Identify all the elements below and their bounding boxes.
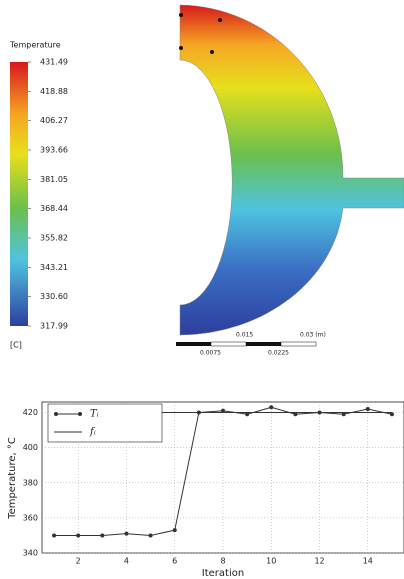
legend-marker — [54, 412, 58, 416]
y-tick-label: 380 — [23, 478, 38, 487]
x-tick-label: 6 — [172, 557, 177, 566]
colorbar-unit: [C] — [10, 341, 22, 350]
y-tick-label: 420 — [23, 408, 38, 417]
point — [221, 408, 225, 413]
legend-label: Tᵢ — [90, 409, 99, 420]
x-tick-label: 14 — [363, 557, 373, 566]
colorbar-tick-label: 368.44 — [40, 204, 68, 213]
point — [52, 533, 57, 538]
colorbar-title: Temperature — [9, 41, 61, 50]
point — [341, 412, 346, 417]
point — [100, 533, 105, 538]
colorbar-tick-label: 330.60 — [40, 292, 68, 301]
point — [124, 531, 129, 536]
colorbar-tick-label: 355.82 — [40, 234, 68, 243]
colorbar-tick-label: 393.66 — [40, 145, 68, 154]
point — [293, 412, 298, 417]
point — [245, 412, 250, 417]
scale-bar — [280, 341, 317, 347]
legend-marker — [78, 412, 82, 416]
point — [389, 412, 394, 417]
scale-bar — [210, 341, 247, 347]
point — [269, 405, 274, 410]
probe-point — [179, 13, 183, 17]
colorbar-tick-label: 406.27 — [40, 116, 68, 125]
x-tick-label: 4 — [124, 557, 129, 566]
colorbar-tick-label: 431.49 — [40, 58, 68, 67]
probe-point — [218, 18, 222, 22]
scale-label: 0.0225 — [268, 350, 289, 357]
y-tick-label: 360 — [23, 513, 38, 522]
colorbar — [10, 62, 28, 326]
contour-plot: Temperature [C] 0.0075 0.015 0.0225 0.03… — [9, 4, 404, 357]
scale-label: 0.015 — [236, 332, 253, 339]
point — [172, 528, 177, 533]
colorbar-tick-label: 381.05 — [40, 175, 68, 184]
point — [365, 407, 370, 412]
x-tick-label: 10 — [266, 557, 276, 566]
y-tick-label: 400 — [23, 443, 38, 452]
point — [148, 533, 153, 538]
legend-box — [47, 403, 163, 443]
x-axis-label: Iteration — [202, 568, 244, 579]
probe-point — [210, 50, 214, 54]
colorbar-tick-label: 317.99 — [40, 322, 68, 331]
y-axis-label: Temperature, °C — [7, 437, 18, 520]
scale-label: 0.0075 — [200, 350, 221, 357]
legend-label: fᵢ — [89, 427, 96, 438]
scale-label: 0.03 (m) — [300, 332, 326, 339]
x-tick-label: 8 — [220, 557, 225, 566]
colorbar-tick-label: 418.88 — [40, 87, 68, 96]
x-tick-label: 2 — [76, 557, 81, 566]
probe-point — [179, 46, 183, 50]
point — [76, 533, 81, 538]
y-tick-label: 340 — [23, 549, 38, 558]
x-tick-label: 12 — [314, 557, 324, 566]
temperature-field — [179, 4, 404, 336]
scale-bar — [246, 342, 281, 346]
scale-bar — [176, 342, 211, 346]
colorbar-tick-label: 343.21 — [40, 263, 68, 272]
